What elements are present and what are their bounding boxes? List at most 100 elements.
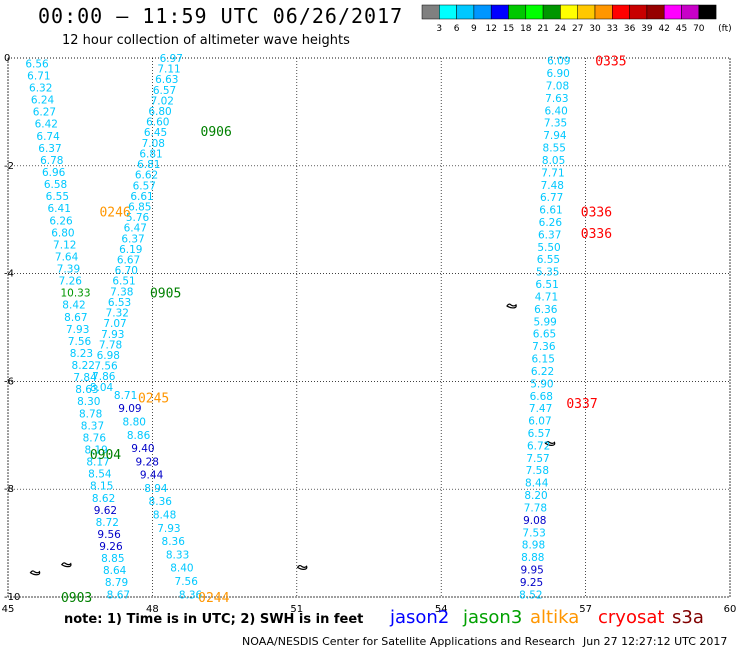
lat-tick-label: 0 [4,53,10,64]
wave-height-value: 7.26 [59,276,83,288]
wave-height-value: 9.25 [520,577,543,589]
wave-height-value: 9.62 [94,505,117,517]
wave-height-value: 7.93 [157,523,180,535]
color-bin-label: 15 [503,24,514,34]
wave-height-value: 8.20 [524,490,547,502]
wave-height-value: 7.56 [68,336,92,348]
wave-height-value: 7.86 [92,371,116,383]
lon-tick-label: 51 [290,604,303,615]
wave-height-value: 8.64 [103,565,127,577]
aldabra-island [60,562,72,568]
wave-height-value: 8.48 [153,510,176,522]
wave-height-value: 7.39 [57,264,80,276]
pass-time-label: 0905 [150,286,181,301]
map-subtitle: 12 hour collection of altimeter wave hei… [62,33,350,48]
wave-height-value: 6.62 [135,170,158,182]
wave-height-value: 6.67 [117,255,140,267]
wave-height-value: 6.70 [115,265,138,277]
pass-time-label: 0336 [581,227,612,242]
color-scale-legend: 3 6 9 12 15 18 21 24 27 30 33 36 39 42 45 70 (ft) [421,4,732,34]
wave-height-value: 6.81 [137,159,160,171]
wave-height-value: 8.36 [162,536,186,548]
wave-height-value: 7.38 [110,286,133,298]
lon-tick-label: 45 [2,604,15,615]
wave-height-value: 5.76 [126,212,150,224]
wave-height-value: 7.12 [53,239,76,251]
wave-height-value: 8.86 [127,430,151,442]
wave-height-value: 6.96 [42,167,66,179]
wave-height-value: 6.90 [546,68,569,80]
wave-height-value: 7.93 [101,329,124,341]
wave-height-value: 6.80 [148,106,171,118]
wave-height-value: 7.35 [544,118,567,130]
map-title: 00:00 – 11:59 UTC 06/26/2017 [38,4,404,28]
wave-height-value: 6.09 [547,56,570,68]
wave-height-value: 9.28 [136,456,159,468]
lat-tick-label: -8 [4,484,14,495]
wave-height-value: 6.37 [121,233,144,245]
generated-timestamp: Jun 27 12:27:12 UTC 2017 [583,635,728,648]
wave-height-value: 8.15 [90,481,113,493]
wave-height-value: 7.57 [526,453,549,465]
color-bin-label: 6 [454,24,460,34]
wave-height-value: 7.47 [529,403,552,415]
wave-height-value: 7.58 [526,465,549,477]
color-bin-label: 27 [572,24,583,34]
color-bin-label: 70 [693,24,705,34]
wave-height-value: 4.71 [535,291,558,303]
wave-height-value: 8.94 [144,483,168,495]
lat-tick-label: -10 [4,592,20,603]
wave-height-value: 6.71 [27,70,50,82]
wave-height-value: 9.40 [131,443,154,455]
wave-height-value: 6.85 [128,201,151,213]
wave-height-value: 8.98 [522,540,545,552]
satellite-legend-altika: altika [530,607,580,628]
wave-height-value: 8.67 [107,589,130,601]
wave-height-value: 8.54 [88,469,112,481]
wave-height-value: 6.65 [533,329,556,341]
wave-height-value: 7.78 [524,502,547,514]
wave-height-value: 7.11 [157,64,180,76]
wave-height-value: 7.71 [541,167,564,179]
wave-height-value: 6.51 [112,276,135,288]
wave-height-value: 6.22 [531,366,554,378]
wave-height-value: 6.19 [119,244,142,256]
wave-height-value: 8.63 [75,384,98,396]
wave-height-value: 9.26 [99,541,123,553]
color-bin-label: 9 [471,24,477,34]
wave-height-value: 7.56 [175,576,199,588]
pass-time-label: 0245 [138,392,169,407]
wave-height-value: 6.24 [31,95,55,107]
wave-height-value: 8.52 [519,589,542,601]
lat-tick-label: -4 [4,269,14,280]
pass-time-label: 0244 [198,591,229,606]
lon-tick-label: 48 [146,604,159,615]
wave-height-value: 6.45 [144,127,167,139]
wave-height-value: 6.51 [535,279,558,291]
wave-height-value: 5.99 [533,316,556,328]
color-bin-label: 12 [485,24,496,34]
wave-height-value: 8.22 [72,360,95,372]
color-bin [698,4,717,20]
wave-height-value: 6.07 [528,416,551,428]
wave-height-value: 7.32 [106,308,129,320]
wave-height-value: 7.63 [545,93,568,105]
lon-tick-label: 57 [579,604,592,615]
pass-time-label: 0904 [90,448,121,463]
color-bin-label: 24 [555,24,567,34]
wave-height-value: 6.60 [146,117,169,129]
pass-time-label: 0903 [61,591,92,606]
wave-height-value: 6.57 [133,180,156,192]
wave-height-value: 6.81 [139,148,162,160]
pass-time-label: 0337 [566,397,597,412]
wave-height-value: 6.57 [153,85,176,97]
wave-height-value: 6.97 [160,53,183,65]
wave-height-value: 5.50 [537,242,560,254]
wave-height-value: 6.41 [48,203,71,215]
footer-note: note: 1) Time is in UTC; 2) SWH is in fe… [64,612,364,627]
wave-height-value: 8.17 [86,457,109,469]
wave-height-value: 7.93 [66,324,89,336]
wave-height-value: 6.15 [532,354,555,366]
wave-height-value: 8.42 [62,300,85,312]
